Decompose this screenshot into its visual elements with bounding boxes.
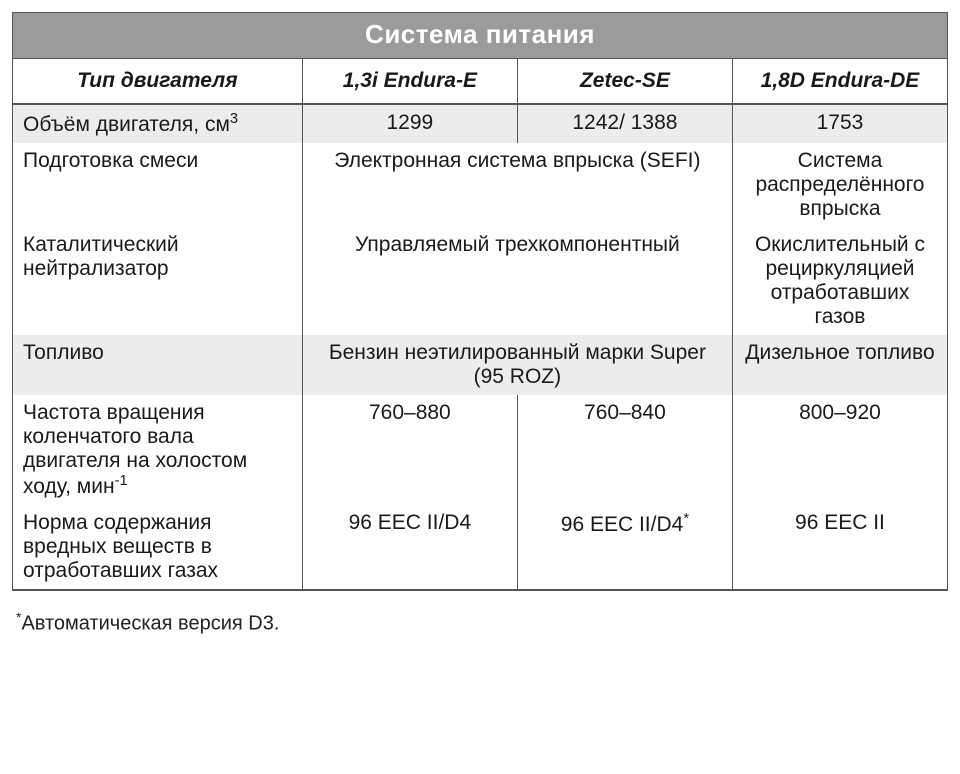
- cell-value: 760–840: [517, 395, 732, 505]
- cell-value: 96 EEC II: [732, 505, 947, 590]
- cell-text: 96 EEC II/D4: [561, 513, 684, 536]
- label-text: Частота вращения коленчатого вала двигат…: [23, 401, 247, 498]
- cell-value: 800–920: [732, 395, 947, 505]
- col-header-endura-de: 1,8D Endura-DE: [732, 59, 947, 104]
- row-label-mixture: Подготовка смеси: [13, 143, 303, 227]
- table-title: Система питания: [12, 12, 948, 59]
- row-label-idle-rpm: Частота вращения коленчатого вала двигат…: [13, 395, 303, 505]
- table-row: Каталитический нейтрализатор Управляемый…: [13, 227, 948, 335]
- footnote-text: Автоматическая версия D3.: [21, 613, 279, 635]
- label-text: Объём двигателя, см: [23, 113, 230, 136]
- cell-sup: *: [683, 511, 689, 527]
- cell-value: 1242/ 1388: [517, 104, 732, 143]
- cell-value: Управляемый трехкомпонентный: [302, 227, 732, 335]
- table-row: Частота вращения коленчатого вала двигат…: [13, 395, 948, 505]
- col-header-zetec-se: Zetec-SE: [517, 59, 732, 104]
- col-header-engine-type: Тип двигателя: [13, 59, 303, 104]
- label-sup: 3: [230, 111, 238, 127]
- col-header-endura-e: 1,3i Endura-E: [302, 59, 517, 104]
- cell-value: Электронная система впрыска (SEFI): [302, 143, 732, 227]
- row-label-catalyst: Каталитический нейтрализатор: [13, 227, 303, 335]
- cell-value: 1753: [732, 104, 947, 143]
- cell-value: 760–880: [302, 395, 517, 505]
- table-row: Норма содержания вредных веществ в отраб…: [13, 505, 948, 590]
- cell-value: Окислительный с рециркуляцией отработавш…: [732, 227, 947, 335]
- row-label-emissions: Норма содержания вредных веществ в отраб…: [13, 505, 303, 590]
- table-row: Подготовка смеси Электронная система впр…: [13, 143, 948, 227]
- footnote: *Автоматическая версия D3.: [12, 591, 948, 636]
- header-row: Тип двигателя 1,3i Endura-E Zetec-SE 1,8…: [13, 59, 948, 104]
- cell-value: Бензин неэтилированный марки Super (95 R…: [302, 335, 732, 395]
- cell-value: 96 EEC II/D4*: [517, 505, 732, 590]
- cell-value: Система распределённого впрыска: [732, 143, 947, 227]
- cell-value: Дизельное топливо: [732, 335, 947, 395]
- label-sup: -1: [115, 473, 128, 489]
- cell-value: 1299: [302, 104, 517, 143]
- row-label-fuel: Топливо: [13, 335, 303, 395]
- row-label-displacement: Объём двигателя, см3: [13, 104, 303, 143]
- cell-value: 96 EEC II/D4: [302, 505, 517, 590]
- table-row: Объём двигателя, см3 1299 1242/ 1388 175…: [13, 104, 948, 143]
- table-row: Топливо Бензин неэтилированный марки Sup…: [13, 335, 948, 395]
- spec-table: Тип двигателя 1,3i Endura-E Zetec-SE 1,8…: [12, 59, 948, 591]
